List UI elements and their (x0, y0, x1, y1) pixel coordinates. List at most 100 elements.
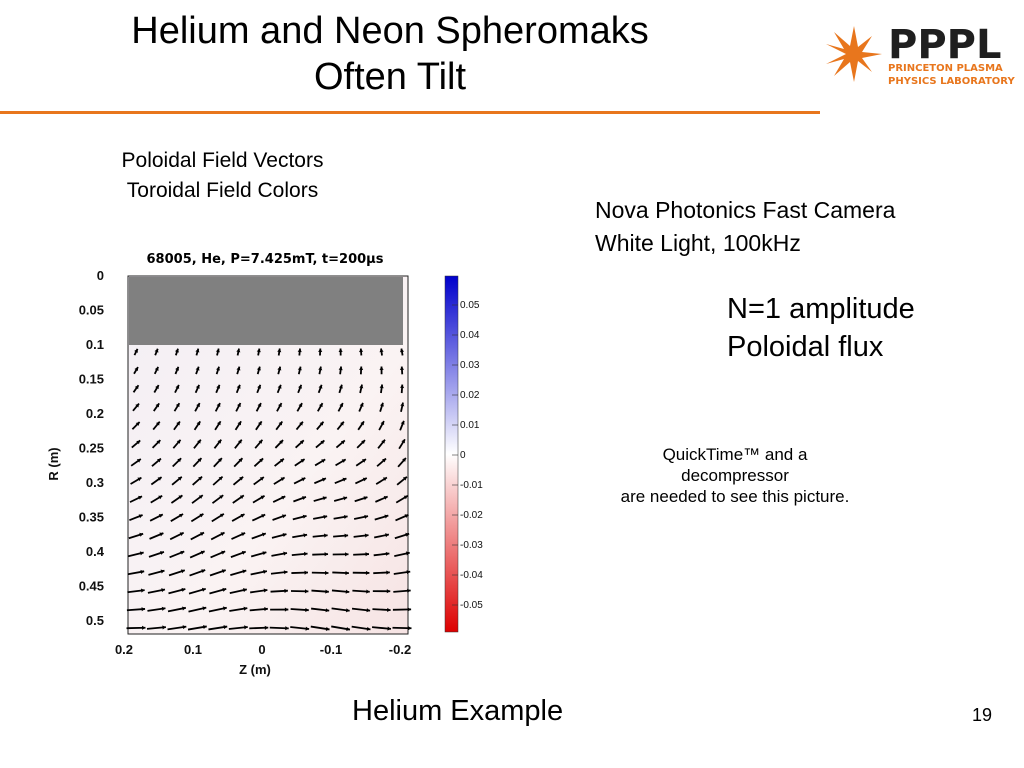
field-arrow (312, 533, 328, 538)
field-arrow (375, 476, 388, 485)
field-arrow (232, 494, 245, 504)
field-arrow (128, 532, 144, 540)
x-axis-label: Z (m) (239, 662, 271, 677)
caption-line-2: Toroidal Field Colors (126, 179, 319, 202)
field-arrow (189, 550, 205, 559)
field-arrow (195, 348, 200, 356)
field-arrow (235, 402, 242, 412)
field-arrow (210, 531, 225, 541)
field-arrow (395, 513, 409, 522)
y-tick-label: 0.45 (79, 579, 104, 594)
field-arrow (376, 457, 387, 467)
field-arrow (374, 514, 389, 521)
field-arrow (372, 589, 391, 594)
field-arrow (130, 476, 142, 485)
field-arrow (193, 439, 202, 449)
field-arrow (213, 457, 223, 468)
field-arrow (188, 587, 206, 595)
field-arrow (331, 625, 351, 632)
field-arrow (128, 551, 144, 558)
field-arrow (290, 626, 310, 631)
field-arrow (192, 457, 203, 468)
field-arrow (314, 477, 327, 485)
field-arrow (276, 384, 282, 394)
field-arrow (333, 514, 348, 520)
field-arrow (338, 384, 343, 394)
field-arrow (271, 532, 287, 539)
field-arrow (351, 607, 371, 613)
field-arrow (150, 476, 163, 486)
field-arrow (297, 348, 302, 356)
field-arrow (249, 607, 268, 612)
x-tick-label: -0.2 (389, 642, 411, 657)
field-arrow (276, 402, 283, 412)
field-arrow (171, 476, 183, 486)
quicktime-line-2: decompressor (681, 466, 789, 485)
field-arrow (236, 366, 241, 375)
field-arrow (256, 366, 261, 375)
field-arrow (215, 384, 221, 394)
field-arrow (357, 420, 365, 431)
field-arrow (292, 533, 308, 539)
field-arrow (167, 606, 187, 613)
camera-caption: Nova Photonics Fast Camera White Light, … (595, 194, 895, 260)
field-arrow (394, 532, 410, 540)
field-arrow (147, 606, 166, 612)
field-arrow (374, 533, 390, 539)
y-tick-label: 0.1 (86, 337, 104, 352)
field-arrow (277, 348, 282, 356)
field-arrow (190, 513, 204, 523)
field-arrow (249, 625, 269, 630)
field-arrow (394, 551, 410, 557)
colorbar-tick-label: 0.05 (460, 300, 480, 311)
field-arrow (400, 384, 405, 394)
field-arrow (235, 384, 241, 394)
field-arrow (126, 607, 146, 612)
field-arrow (168, 569, 186, 577)
y-tick-label: 0.15 (79, 372, 104, 387)
field-arrow (290, 607, 309, 613)
field-arrow (208, 606, 227, 613)
field-arrow (358, 402, 364, 412)
field-arrow (336, 421, 345, 431)
colorbar-tick-label: 0.04 (460, 330, 480, 341)
field-arrow (310, 625, 330, 631)
field-arrow (231, 513, 245, 522)
quicktime-placeholder: QuickTime™ and a decompressor are needed… (585, 444, 885, 507)
field-arrow (392, 607, 412, 612)
quicktime-line-1: QuickTime™ and a (662, 445, 808, 464)
field-arrow (173, 420, 181, 431)
y-tick-label: 0.35 (79, 510, 104, 525)
field-arrow (192, 475, 203, 486)
field-arrow (295, 439, 305, 449)
field-arrow (153, 366, 159, 375)
field-arrow (291, 570, 309, 575)
colorbar-tick-label: -0.04 (460, 570, 483, 581)
field-arrow (393, 570, 411, 575)
field-arrow (397, 457, 407, 468)
field-arrow (333, 496, 348, 502)
y-tick-label: 0.25 (79, 441, 104, 456)
field-arrow (153, 402, 160, 412)
field-arrow (399, 420, 405, 431)
field-arrow (311, 570, 329, 575)
colorbar-tick-labels: 0.05 0.04 0.03 0.02 0.01 0 -0.01 -0.02 -0.03 -0.0… (452, 300, 483, 611)
field-arrow (210, 550, 226, 559)
field-arrow (195, 366, 200, 375)
colorbar-tick-label: 0.02 (460, 390, 480, 401)
x-tick-label: 0.2 (115, 642, 133, 657)
field-arrow (313, 514, 328, 520)
field-arrow (352, 589, 370, 594)
field-arrow (215, 348, 220, 356)
field-arrow (317, 384, 323, 394)
field-arrow (331, 589, 350, 594)
field-arrow (191, 494, 204, 504)
field-arrow (229, 588, 247, 594)
field-arrow (194, 384, 200, 394)
field-arrow (318, 348, 323, 356)
x-tick-labels: 0.2 0.1 0 -0.1 -0.2 (115, 642, 411, 657)
field-arrow (290, 589, 309, 594)
field-arrow (236, 348, 241, 356)
field-arrow (232, 476, 244, 486)
field-arrow (151, 439, 161, 449)
